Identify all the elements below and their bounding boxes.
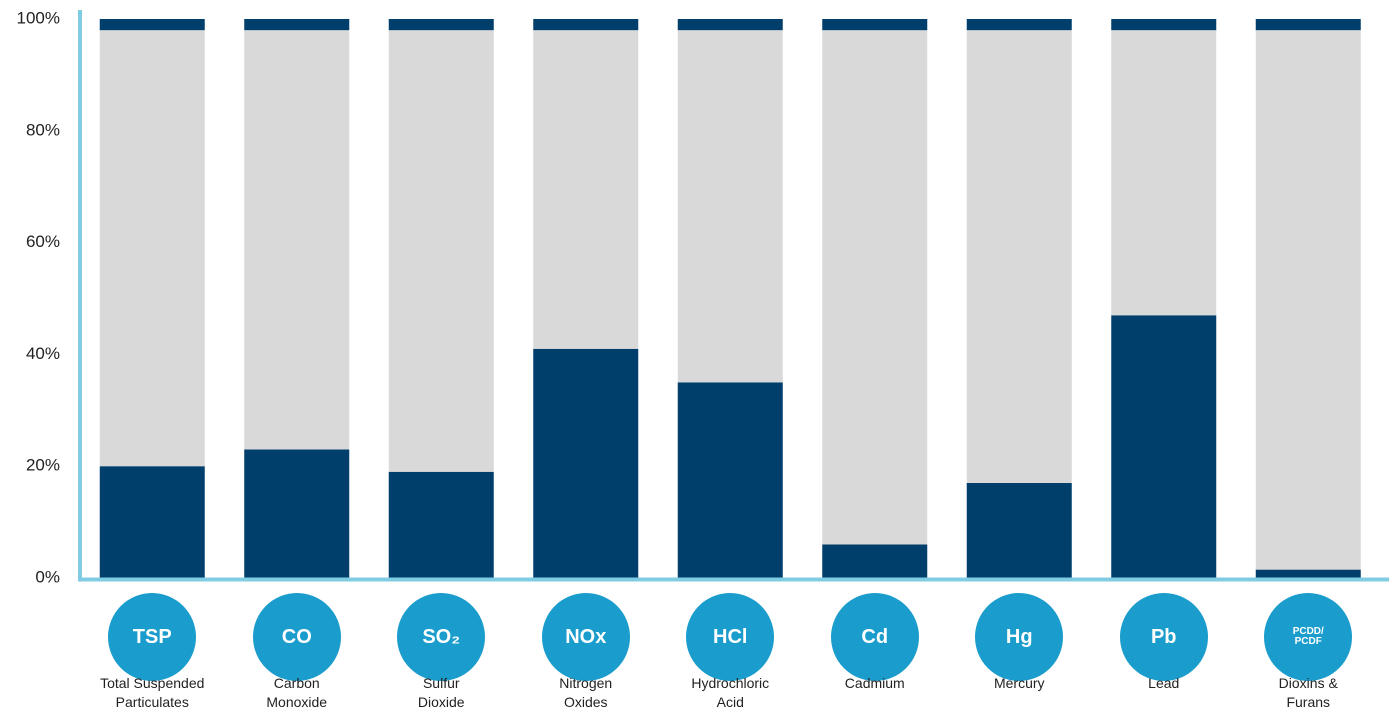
x-tick-label: Dioxins & Furans (1278, 675, 1338, 710)
y-tick-label: 60% (26, 232, 60, 251)
y-tick-label: 20% (26, 456, 60, 475)
bar-segment (1111, 30, 1217, 316)
bar-segment (966, 482, 1072, 578)
bar-segment (677, 30, 783, 383)
bar-segment (99, 19, 205, 31)
bar-segment (99, 466, 205, 578)
bar-segment (533, 19, 639, 31)
bar-segment (533, 30, 639, 349)
x-tick-label: Nitrogen Oxides (559, 675, 613, 710)
y-tick-label: 100% (17, 8, 60, 27)
x-tick-label: Carbon Monoxide (266, 675, 328, 710)
category-icon: PCDD/ PCDF (1264, 593, 1353, 681)
bar-segment (99, 30, 205, 467)
bar-segment (244, 19, 350, 31)
bar-segment (677, 19, 783, 31)
bar-segment (1255, 569, 1361, 578)
category-icon: Pb (1119, 593, 1208, 681)
y-tick-label: 80% (26, 120, 60, 139)
bar-segment (1111, 315, 1217, 578)
bar-segment (533, 348, 639, 578)
y-tick-label: 0% (35, 567, 60, 586)
bar-segment (388, 19, 494, 31)
x-tick-label: Hydrochloric Acid (691, 675, 770, 710)
category-icon: TSP (108, 593, 197, 681)
x-tick-label: Lead (1148, 675, 1180, 691)
x-tick-label: Cadmium (844, 675, 905, 691)
bar-segment (1111, 19, 1217, 31)
bar-segment (388, 30, 494, 472)
category-icon: CO (252, 593, 341, 681)
bar-segment (822, 19, 928, 31)
y-tick-label: 40% (26, 344, 60, 363)
bar-segment (966, 19, 1072, 31)
category-icon: SO₂ (397, 593, 486, 681)
category-icon: Cd (830, 593, 919, 681)
bar-segment (822, 544, 928, 578)
bar-segment (244, 30, 350, 450)
bar-segment (1255, 30, 1361, 570)
category-icon: Hg (975, 593, 1064, 681)
x-tick-label: Mercury (993, 675, 1045, 691)
bar-segment (677, 382, 783, 578)
x-tick-label: Sulfur Dioxide (417, 675, 465, 710)
bar-segment (388, 471, 494, 578)
bar-segment (244, 449, 350, 578)
bar-segment (822, 30, 928, 545)
category-icon: NOx (541, 593, 630, 681)
bar-segment (1255, 19, 1361, 31)
x-tick-label: Total Suspended Particulates (100, 675, 205, 710)
bar-segment (966, 30, 1072, 483)
category-icon: HCl (686, 593, 775, 681)
